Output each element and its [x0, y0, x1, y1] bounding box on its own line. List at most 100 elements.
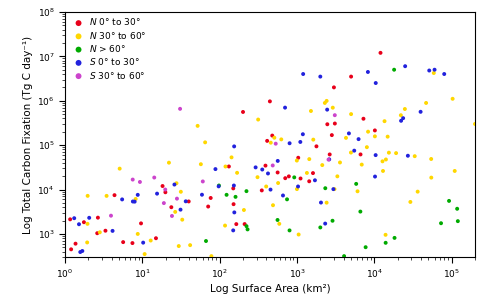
Point: [390, 67, 398, 72]
$S$ 0° to 30°: [252, 165, 260, 170]
$N$ 30° to 60°: [84, 193, 92, 198]
Point: [347, 74, 355, 79]
$N$ > 60°: [340, 254, 348, 259]
$N$ 30° to 60°: [430, 71, 438, 75]
$S$ 30° to 60°: [161, 187, 169, 192]
$N$ 30° to 60°: [96, 230, 104, 235]
$N$ 0° to 30°: [162, 190, 170, 195]
$N$ 0° to 30°: [128, 241, 136, 245]
$N$ 30° to 60°: [382, 232, 390, 237]
$N$ 0° to 30°: [206, 196, 214, 200]
X-axis label: Log Surface Area (km²): Log Surface Area (km²): [210, 284, 330, 294]
$N$ 0° to 30°: [305, 179, 313, 184]
$S$ 0° to 30°: [354, 137, 362, 141]
$N$ 30° to 60°: [342, 135, 350, 140]
$S$ 30° to 60°: [272, 141, 280, 146]
$N$ 30° to 60°: [422, 100, 430, 105]
$N$ 30° to 60°: [293, 158, 301, 163]
$N$ 30° to 60°: [172, 181, 180, 186]
Point: [363, 145, 371, 150]
$N$ > 60°: [356, 209, 364, 214]
$N$ 30° to 60°: [397, 113, 405, 118]
Point: [401, 64, 409, 68]
$N$ 30° to 60°: [254, 117, 262, 122]
$N$ 30° to 60°: [269, 203, 277, 208]
$N$ 30° to 60°: [102, 193, 110, 198]
$N$ 30° to 60°: [329, 105, 337, 110]
Point: [471, 122, 479, 126]
Point: [316, 225, 324, 230]
$S$ 30° to 60°: [160, 201, 168, 205]
$N$ 0° to 30°: [263, 138, 271, 143]
$N$ 30° to 60°: [201, 140, 209, 145]
$N$ > 60°: [390, 236, 398, 240]
$N$ 0° to 30°: [93, 231, 101, 236]
$N$ 30° to 60°: [276, 222, 283, 226]
$N$ > 60°: [215, 183, 223, 188]
$S$ 0° to 30°: [372, 153, 380, 158]
$N$ 0° to 30°: [232, 222, 240, 227]
$N$ 30° to 60°: [322, 98, 330, 103]
$N$ 30° to 60°: [84, 222, 92, 226]
$S$ 0° to 30°: [399, 116, 407, 120]
$S$ 0° to 30°: [364, 70, 372, 74]
Point: [67, 247, 75, 252]
$N$ 30° to 60°: [132, 197, 140, 202]
$S$ 0° to 30°: [78, 248, 86, 253]
$N$ 30° to 60°: [208, 254, 216, 259]
$N$ 30° to 60°: [318, 163, 326, 167]
$S$ 0° to 30°: [350, 148, 358, 153]
$S$ 0° to 30°: [299, 132, 307, 137]
$S$ 0° to 30°: [118, 197, 126, 202]
$N$ 0° to 30°: [266, 99, 274, 104]
$S$ 0° to 30°: [134, 193, 141, 197]
$N$ > 60°: [445, 199, 453, 203]
$N$ 30° to 60°: [414, 189, 422, 194]
$S$ 30° to 60°: [173, 196, 181, 201]
$N$ 30° to 60°: [306, 157, 314, 161]
$N$ 30° to 60°: [303, 170, 311, 175]
$N$ 0° to 30°: [285, 174, 293, 179]
$N$ 30° to 60°: [171, 210, 179, 214]
$N$ 0° to 30°: [110, 193, 118, 198]
Legend: $N$ 0° to 30°, $N$ 30° to 60°, $N$ > 60°, $S$ 0° to 30°, $S$ 30° to 60°: $N$ 0° to 30°, $N$ 30° to 60°, $N$ > 60°…: [68, 15, 148, 82]
$N$ 0° to 30°: [239, 109, 247, 114]
$N$ 30° to 60°: [116, 166, 124, 171]
$N$ > 60°: [322, 186, 330, 190]
$N$ 30° to 60°: [378, 159, 386, 164]
$S$ 0° to 30°: [182, 199, 190, 204]
$S$ 30° to 60°: [128, 177, 136, 182]
$S$ 30° to 60°: [268, 163, 276, 168]
$N$ 0° to 30°: [184, 199, 192, 204]
$N$ 30° to 60°: [240, 208, 248, 212]
Point: [440, 72, 448, 77]
$S$ 0° to 30°: [397, 118, 405, 123]
$N$ 30° to 60°: [186, 243, 194, 248]
$N$ 0° to 30°: [281, 176, 289, 181]
$S$ 0° to 30°: [129, 199, 137, 204]
$N$ > 60°: [242, 189, 250, 193]
$N$ 0° to 30°: [225, 164, 233, 169]
$N$ 0° to 30°: [312, 144, 320, 149]
$N$ 30° to 60°: [334, 174, 342, 179]
$S$ 0° to 30°: [198, 192, 206, 197]
$N$ 0° to 30°: [80, 220, 88, 225]
$N$ 30° to 60°: [427, 157, 435, 161]
Point: [286, 228, 294, 233]
$S$ 0° to 30°: [323, 107, 331, 112]
$N$ > 60°: [232, 194, 239, 199]
Point: [316, 74, 324, 79]
$N$ 30° to 60°: [222, 164, 230, 169]
$N$ 30° to 60°: [336, 160, 344, 165]
$N$ 30° to 60°: [379, 169, 387, 173]
$N$ 30° to 60°: [347, 150, 355, 155]
$S$ 0° to 30°: [170, 182, 178, 187]
$S$ 0° to 30°: [325, 157, 333, 162]
$N$ > 60°: [454, 219, 462, 224]
$S$ 30° to 60°: [168, 213, 176, 218]
Point: [299, 72, 307, 77]
$N$ 30° to 60°: [401, 107, 409, 112]
$S$ 0° to 30°: [266, 187, 274, 192]
$S$ 0° to 30°: [212, 167, 220, 172]
$N$ 30° to 60°: [197, 162, 205, 167]
